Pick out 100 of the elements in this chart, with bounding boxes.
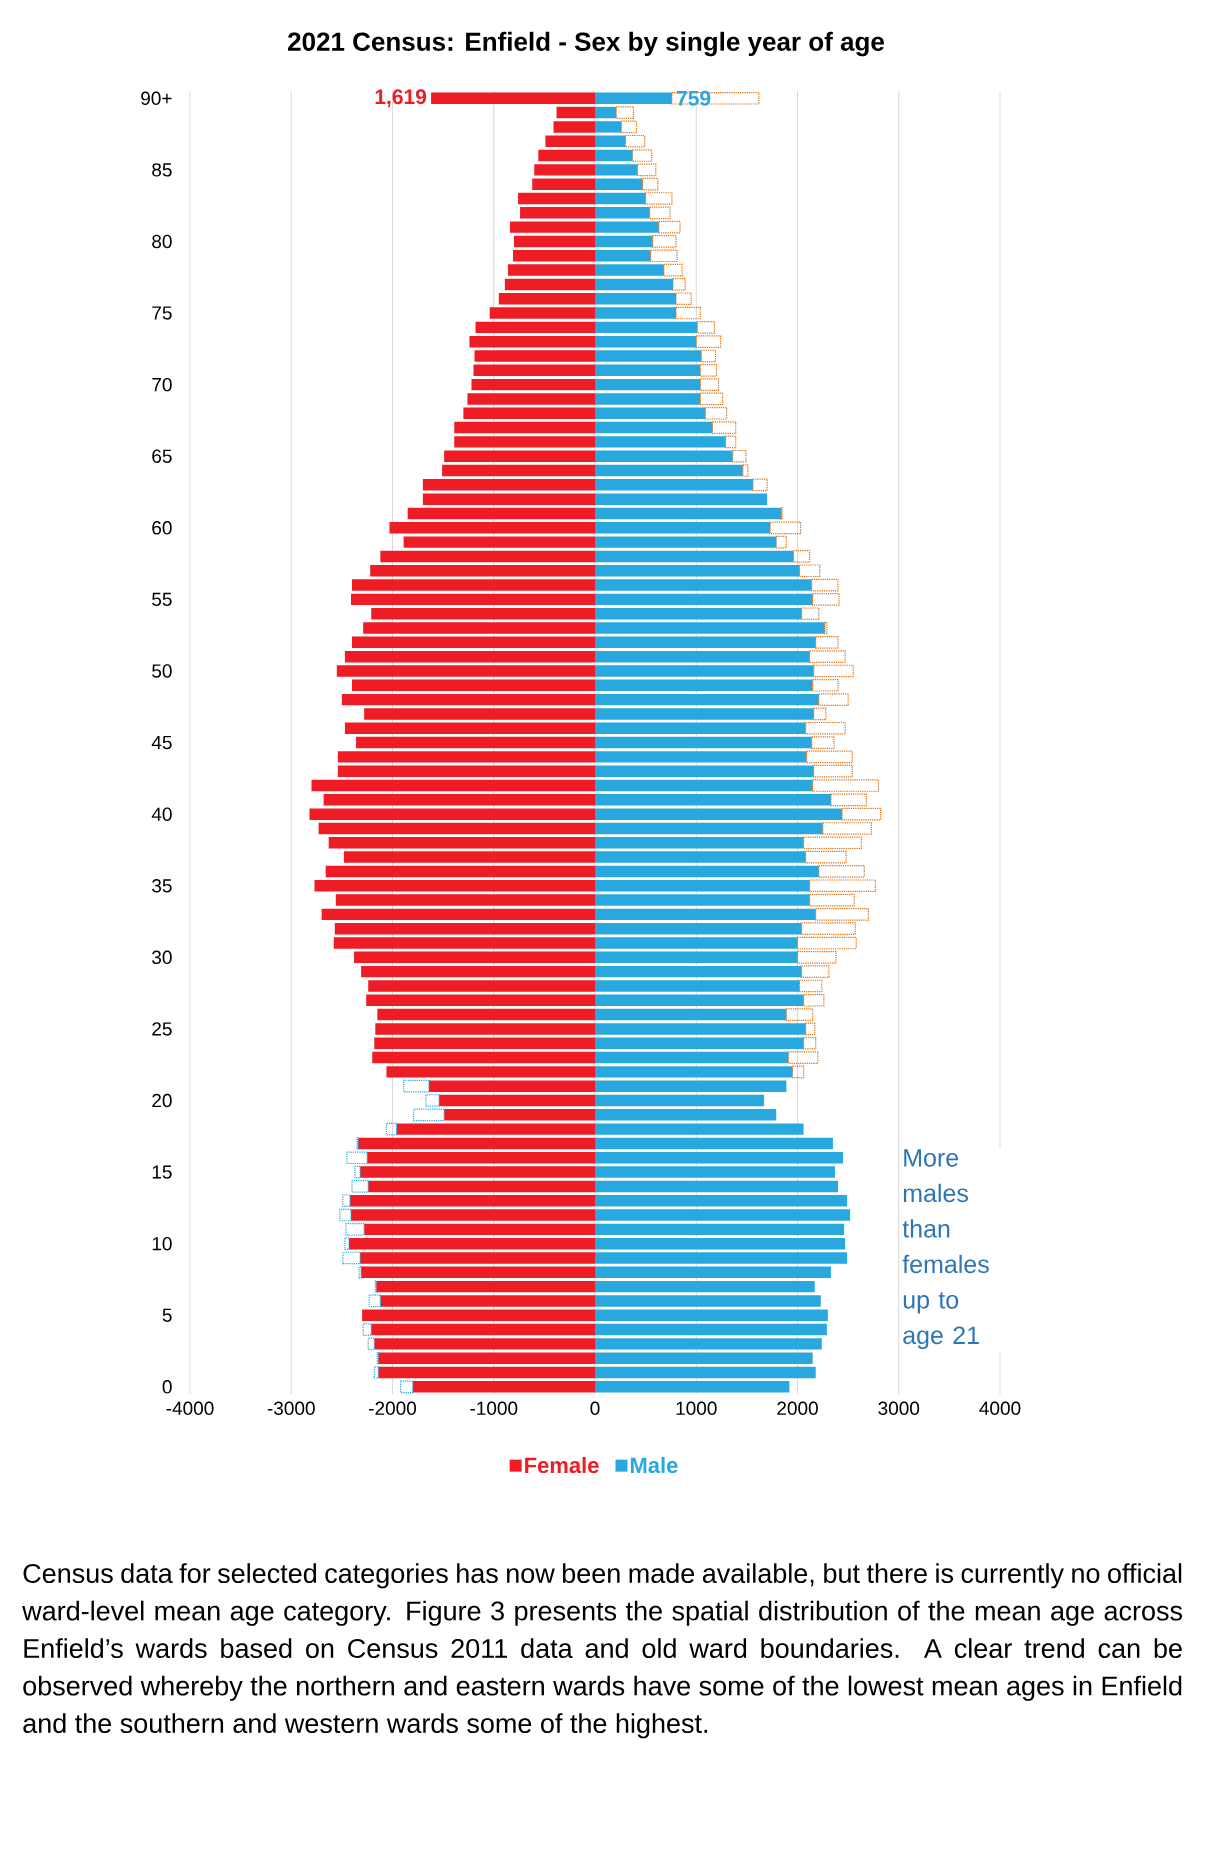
bar xyxy=(700,349,717,363)
bar xyxy=(346,1151,368,1165)
bar xyxy=(595,321,698,334)
bar xyxy=(595,1237,846,1250)
bar xyxy=(595,1008,787,1021)
y-tick-label: 50 xyxy=(152,664,172,678)
bar xyxy=(367,1337,375,1351)
bar xyxy=(360,1252,595,1264)
bar xyxy=(805,1022,816,1036)
bar xyxy=(375,1023,595,1035)
bar xyxy=(367,1152,595,1164)
bar xyxy=(595,106,617,119)
bar xyxy=(314,880,595,892)
bar xyxy=(363,622,595,634)
bar xyxy=(454,436,595,448)
bar xyxy=(595,708,814,720)
y-tick-label: 35 xyxy=(152,879,172,893)
bar xyxy=(362,1323,372,1336)
bar xyxy=(595,1152,844,1164)
bar xyxy=(368,1180,595,1193)
bar xyxy=(444,1109,595,1121)
bar xyxy=(595,550,794,563)
bar xyxy=(321,908,595,921)
annotation: More males than females up to age 21 xyxy=(902,1149,989,1350)
bar xyxy=(545,135,595,147)
bar xyxy=(595,250,651,262)
bar xyxy=(813,664,854,678)
bar xyxy=(334,922,595,935)
bar xyxy=(595,493,768,505)
bar xyxy=(595,464,743,477)
annotation: 1,619 xyxy=(375,89,427,108)
bar xyxy=(380,1295,595,1307)
bar xyxy=(439,1094,595,1107)
y-tick-label: 0 xyxy=(162,1380,172,1394)
bar xyxy=(374,1037,595,1049)
bar xyxy=(595,693,819,706)
bar xyxy=(428,1080,595,1092)
bar xyxy=(595,164,638,176)
bar xyxy=(595,92,672,104)
bar xyxy=(595,722,806,734)
bar xyxy=(595,1209,851,1221)
bar xyxy=(595,980,800,992)
bar xyxy=(518,192,595,205)
bar xyxy=(377,1008,595,1021)
bar xyxy=(376,1351,379,1365)
bar xyxy=(595,1309,828,1321)
bar xyxy=(368,1294,381,1308)
bar xyxy=(407,507,595,520)
bar xyxy=(595,607,802,620)
bar xyxy=(474,350,595,362)
bar xyxy=(509,221,595,233)
bar xyxy=(469,335,595,348)
bar xyxy=(595,951,798,964)
bar xyxy=(364,1223,595,1236)
bar xyxy=(341,693,595,706)
bar xyxy=(556,106,595,119)
bar xyxy=(454,421,595,434)
bar xyxy=(467,393,595,405)
bar xyxy=(595,1051,789,1064)
bar xyxy=(595,1180,839,1193)
bar xyxy=(344,1237,350,1250)
bar xyxy=(553,121,595,133)
y-tick-label: 25 xyxy=(152,1022,172,1036)
bar xyxy=(595,1080,787,1092)
bar xyxy=(595,736,812,749)
bar xyxy=(520,207,595,219)
bar xyxy=(350,593,595,606)
bar xyxy=(534,164,595,176)
bar xyxy=(374,1338,595,1350)
y-tick-label: 5 xyxy=(162,1308,172,1322)
bar xyxy=(371,1323,595,1336)
bar xyxy=(371,607,595,620)
bar xyxy=(595,536,777,548)
bar xyxy=(595,794,831,806)
bar xyxy=(595,450,733,462)
bar xyxy=(362,1309,595,1321)
bar xyxy=(507,264,595,276)
bar xyxy=(337,751,595,763)
bar xyxy=(595,593,813,606)
bar xyxy=(775,535,787,549)
bar xyxy=(595,1223,845,1236)
bar xyxy=(595,965,802,978)
y-tick-label: 85 xyxy=(152,163,172,177)
bar xyxy=(595,622,825,634)
bar xyxy=(376,1280,595,1293)
bar xyxy=(595,178,643,190)
bar xyxy=(595,407,706,419)
bar xyxy=(361,965,595,978)
bar xyxy=(339,1208,352,1222)
bar xyxy=(318,822,595,835)
bar xyxy=(325,865,595,878)
bar xyxy=(813,707,827,721)
bar xyxy=(335,894,595,906)
bar xyxy=(595,1066,793,1078)
bar xyxy=(595,765,814,777)
x-tick-label: 0 xyxy=(590,1401,600,1415)
bar xyxy=(475,321,595,334)
y-tick-label: 65 xyxy=(152,449,172,463)
bar xyxy=(595,650,810,663)
bar xyxy=(671,91,760,105)
